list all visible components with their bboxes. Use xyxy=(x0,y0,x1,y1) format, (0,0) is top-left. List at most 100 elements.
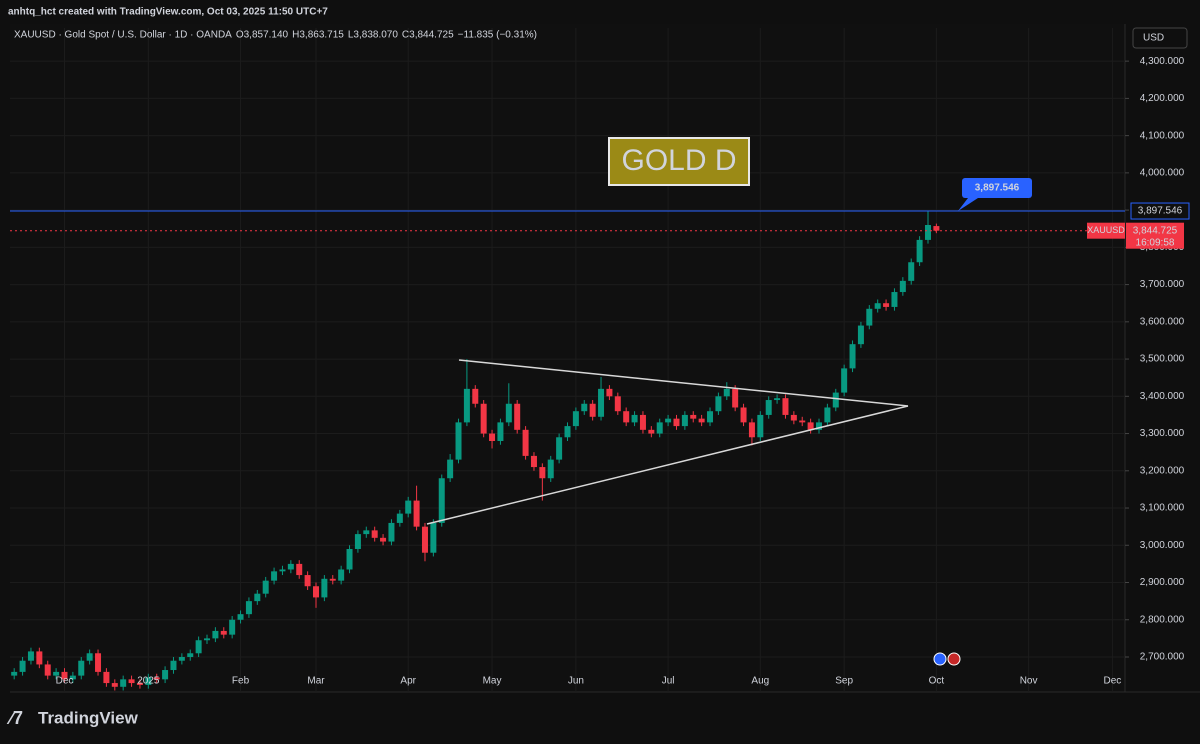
candle-body xyxy=(262,580,269,594)
candle-body xyxy=(765,400,772,415)
currency-button[interactable] xyxy=(1132,27,1188,49)
candle-body xyxy=(606,388,613,397)
candle-body xyxy=(111,683,118,687)
annotation-text: GOLD D xyxy=(621,144,736,177)
candle-body xyxy=(665,418,672,423)
grid-layer xyxy=(10,28,1125,692)
x-tick-label: Oct xyxy=(929,676,945,687)
candle-body xyxy=(19,660,26,672)
candle-body xyxy=(782,398,789,415)
candle-body xyxy=(572,411,579,427)
candle-body xyxy=(69,675,76,680)
candle-body xyxy=(799,420,806,423)
candle-body xyxy=(237,614,244,620)
candle-body xyxy=(874,303,881,309)
candle-body xyxy=(11,671,18,676)
candle-body xyxy=(857,325,864,345)
candle-body xyxy=(673,418,680,427)
candle-body xyxy=(866,308,873,326)
x-tick-label: Jul xyxy=(662,676,675,687)
plot-area xyxy=(10,24,1125,692)
y-tick-label: 3,200.000 xyxy=(1140,465,1185,476)
y-tick-label: 3,100.000 xyxy=(1140,503,1185,514)
event-flag[interactable] xyxy=(947,652,961,666)
y-tick-label: 4,300.000 xyxy=(1140,56,1185,67)
event-flag[interactable] xyxy=(933,652,947,666)
trendline-upper xyxy=(458,359,909,407)
callout-box xyxy=(962,178,1032,199)
candle-body xyxy=(170,660,177,671)
candle-body xyxy=(363,530,370,535)
candle-body xyxy=(447,459,454,479)
candle-body xyxy=(245,601,252,615)
callout-pointer xyxy=(958,198,978,212)
price-tag-label: 3,844.725 xyxy=(1133,225,1178,236)
candle-body xyxy=(354,534,361,549)
y-tick-label: 3,700.000 xyxy=(1140,279,1185,290)
candle-body xyxy=(740,407,747,423)
candle-body xyxy=(338,569,345,581)
candle-body xyxy=(44,664,51,676)
legend: XAUUSD · Gold Spot / U.S. Dollar · 1D · … xyxy=(14,30,537,41)
y-tick-label: 2,900.000 xyxy=(1140,577,1185,588)
y-tick-label: 4,100.000 xyxy=(1140,130,1185,141)
y-tick-label: 3,000.000 xyxy=(1140,540,1185,551)
x-tick-label: Dec xyxy=(1104,676,1122,687)
candle-body xyxy=(36,651,43,665)
candle-body xyxy=(832,392,839,408)
legend-value: 3,844.725 xyxy=(409,30,454,41)
candle-body xyxy=(690,414,697,419)
candle-body xyxy=(547,459,554,479)
candle-body xyxy=(388,522,395,542)
candle-body xyxy=(748,422,755,438)
candle-body xyxy=(380,537,387,542)
candle-body xyxy=(698,418,705,423)
price-tag-label: 3,897.546 xyxy=(1138,206,1183,217)
candle-body xyxy=(162,670,169,680)
x-tick-label: Mar xyxy=(307,676,325,687)
legend-value: 3,857.140 xyxy=(244,30,289,41)
candle-body xyxy=(78,660,85,676)
candle-body xyxy=(916,239,923,263)
candle-body xyxy=(899,280,906,293)
candle-body xyxy=(816,422,823,430)
x-tick-label: Apr xyxy=(400,676,416,687)
candle-body xyxy=(120,679,127,687)
candle-body xyxy=(891,292,898,307)
candle-body xyxy=(732,388,739,408)
candle-body xyxy=(178,656,185,661)
candle-body xyxy=(723,388,730,397)
candle-body xyxy=(824,407,831,423)
candle-body xyxy=(522,429,529,456)
candle-body xyxy=(598,388,605,417)
candle-body xyxy=(195,640,202,654)
candle-body xyxy=(656,422,663,434)
candle-body xyxy=(455,422,462,460)
candle-body xyxy=(539,467,546,479)
candle-body xyxy=(841,368,848,393)
candle-layer xyxy=(11,211,940,691)
legend-key: L xyxy=(348,30,354,41)
candle-body xyxy=(514,403,521,430)
candle-body xyxy=(103,671,110,684)
candle-body xyxy=(204,638,211,641)
candle-body xyxy=(849,344,856,369)
x-tick-label: Jun xyxy=(568,676,584,687)
y-tick-label: 4,000.000 xyxy=(1140,168,1185,179)
candle-body xyxy=(304,575,311,587)
candle-body xyxy=(933,226,940,231)
candle-body xyxy=(61,671,68,680)
candle-body xyxy=(639,414,646,430)
candle-body xyxy=(908,262,915,281)
candle-body xyxy=(807,422,814,430)
candle-body xyxy=(136,683,143,685)
candle-body xyxy=(271,571,278,581)
y-tick-label: 2,800.000 xyxy=(1140,614,1185,625)
legend-key: O xyxy=(236,30,244,41)
x-tick-label: Feb xyxy=(232,676,250,687)
candle-body xyxy=(413,500,420,527)
candle-body xyxy=(681,414,688,427)
symbol-tag-label: XAUUSD xyxy=(1087,225,1125,235)
candle-body xyxy=(312,586,319,598)
candle-body xyxy=(220,630,227,635)
